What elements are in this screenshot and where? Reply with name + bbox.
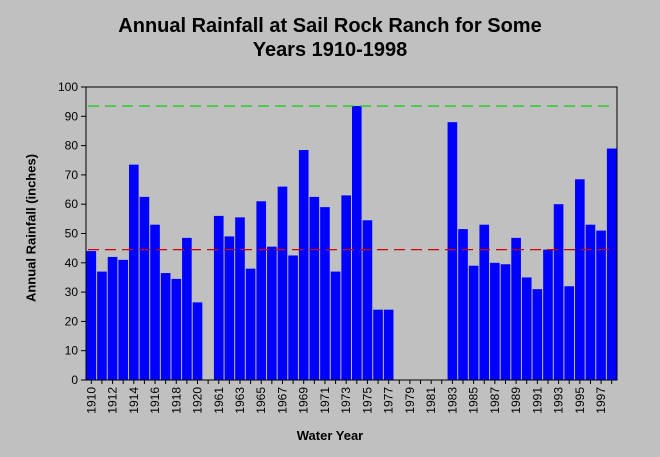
- x-tick-label-1979: 1979: [403, 387, 417, 414]
- x-tick-label-1914: 1914: [127, 387, 141, 414]
- x-tick-label-1995: 1995: [573, 387, 587, 414]
- x-tick-label-1975: 1975: [360, 387, 374, 414]
- bar-1990: [521, 277, 532, 380]
- bar-1976: [373, 309, 383, 380]
- y-tick-label-60: 60: [65, 197, 79, 211]
- x-tick-label-1967: 1967: [275, 387, 289, 414]
- x-tick-label-1977: 1977: [382, 387, 396, 414]
- bar-1998: [606, 148, 617, 380]
- x-tick-label-1985: 1985: [467, 387, 481, 414]
- x-tick-label-1991: 1991: [530, 387, 544, 414]
- bar-1967: [277, 186, 288, 380]
- y-tick-label-100: 100: [58, 80, 78, 94]
- bar-1969: [298, 150, 309, 380]
- x-tick-label-1997: 1997: [594, 387, 608, 414]
- chart-title: Annual Rainfall at Sail Rock Ranch for S…: [0, 14, 660, 62]
- y-tick-label-10: 10: [65, 344, 79, 358]
- bar-1914: [128, 164, 139, 380]
- bar-1985: [468, 265, 479, 380]
- y-tick-label-30: 30: [65, 285, 79, 299]
- y-tick-label-0: 0: [71, 373, 78, 387]
- x-tick-label-1993: 1993: [552, 387, 566, 414]
- y-tick-label-70: 70: [65, 168, 79, 182]
- bar-1988: [500, 264, 511, 380]
- chart-title-line-2: Years 1910-1998: [252, 39, 408, 61]
- x-tick-label-1963: 1963: [233, 387, 247, 414]
- x-tick-label-1983: 1983: [445, 387, 459, 414]
- bar-1992: [543, 249, 553, 380]
- chart-title-line-1: Annual Rainfall at Sail Rock Ranch for S…: [118, 15, 542, 37]
- x-tick-label-1965: 1965: [254, 387, 268, 414]
- bar-1918: [171, 278, 182, 380]
- bar-1984: [458, 229, 468, 380]
- y-tick-label-90: 90: [65, 109, 79, 123]
- x-axis-label: Water Year: [296, 428, 364, 443]
- bar-1964: [245, 268, 256, 380]
- x-tick-label-1969: 1969: [297, 387, 311, 414]
- bar-1970: [309, 196, 320, 381]
- bar-1911: [97, 271, 107, 380]
- bar-1912: [107, 256, 118, 380]
- x-tick-label-1910: 1910: [84, 387, 98, 414]
- bar-1973: [341, 195, 351, 380]
- x-tick-label-1916: 1916: [148, 387, 162, 414]
- bar-1972: [330, 271, 341, 380]
- bar-1997: [596, 230, 606, 380]
- x-tick-label-1981: 1981: [424, 387, 438, 414]
- bar-1989: [511, 237, 521, 380]
- bar-1962: [224, 236, 235, 380]
- x-tick-label-1912: 1912: [106, 387, 120, 414]
- bar-1994: [564, 286, 575, 380]
- x-tick-label-1918: 1918: [169, 387, 183, 414]
- bar-1974: [352, 106, 362, 380]
- x-tick-label-1989: 1989: [509, 387, 523, 414]
- x-tick-label-1987: 1987: [488, 387, 502, 414]
- bar-1983: [447, 122, 458, 380]
- bar-1965: [256, 201, 267, 380]
- bar-1975: [362, 220, 373, 380]
- bar-1968: [288, 255, 298, 380]
- y-tick-label-20: 20: [65, 314, 79, 328]
- bar-1915: [139, 196, 150, 381]
- bar-1966: [267, 246, 277, 380]
- y-tick-label-50: 50: [65, 227, 79, 241]
- bar-1963: [235, 217, 245, 380]
- bar-1971: [320, 207, 330, 380]
- x-tick-label-1961: 1961: [212, 387, 226, 414]
- bar-1913: [118, 259, 128, 380]
- x-tick-label-1971: 1971: [318, 387, 332, 414]
- bar-1996: [585, 224, 596, 380]
- bar-1987: [490, 262, 500, 380]
- bar-1977: [383, 309, 394, 380]
- bar-1986: [479, 224, 490, 380]
- bar-1910: [86, 251, 97, 380]
- bar-1993: [553, 204, 564, 380]
- x-tick-label-1973: 1973: [339, 387, 353, 414]
- bar-1991: [532, 289, 543, 380]
- x-tick-label-1920: 1920: [191, 387, 205, 414]
- y-tick-label-40: 40: [65, 256, 79, 270]
- bar-1961: [213, 215, 224, 380]
- y-tick-label-80: 80: [65, 139, 79, 153]
- bar-1919: [182, 237, 192, 380]
- bar-1920: [192, 302, 203, 380]
- bar-1917: [160, 273, 171, 380]
- bar-1995: [575, 179, 585, 380]
- bar-1916: [150, 224, 160, 380]
